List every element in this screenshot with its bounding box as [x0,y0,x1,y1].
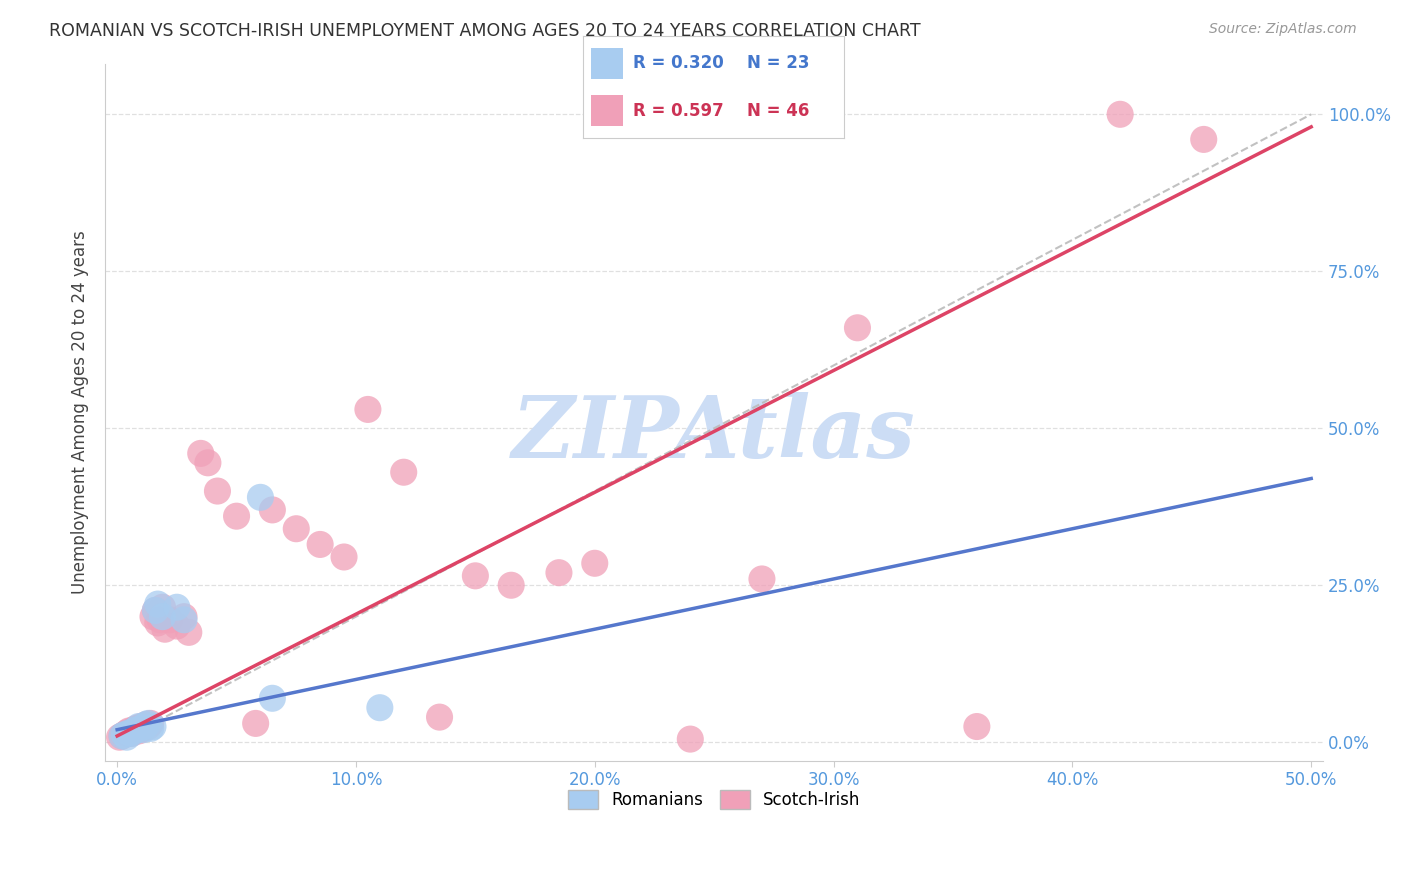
Point [245,716,267,731]
Point [152,600,174,615]
Text: N = 46: N = 46 [748,102,810,120]
Point [122,723,145,738]
Point [149,613,172,627]
Point [197,456,219,470]
Point [143,603,166,617]
Point [108,730,131,744]
Point [262,503,284,517]
Point [146,597,169,611]
Point [128,720,150,734]
Text: Source: ZipAtlas.com: Source: ZipAtlas.com [1209,22,1357,37]
Point [129,722,152,736]
Point [166,600,188,615]
Point [173,609,195,624]
Text: R = 0.320: R = 0.320 [633,54,724,72]
Point [368,700,391,714]
Point [125,722,148,736]
Text: N = 23: N = 23 [748,54,810,72]
Point [173,613,195,627]
Text: R = 0.597: R = 0.597 [633,102,724,120]
Point [583,556,606,570]
Point [679,732,702,747]
Point [548,566,571,580]
Point [118,726,141,740]
Point [177,625,200,640]
Point [392,465,415,479]
Point [262,691,284,706]
Point [112,728,135,742]
Point [225,509,247,524]
Point [136,720,159,734]
Point [309,537,332,551]
Point [139,716,162,731]
Point [775,107,797,121]
Point [966,720,988,734]
Point [128,723,150,738]
Point [135,717,157,731]
Point [115,726,138,740]
Point [121,726,143,740]
Point [125,723,148,737]
Point [132,723,155,737]
Point [429,710,451,724]
Point [129,720,152,734]
Point [132,722,155,736]
Point [464,569,486,583]
FancyBboxPatch shape [592,95,623,126]
Point [135,717,157,731]
Point [121,726,143,740]
Text: ROMANIAN VS SCOTCH-IRISH UNEMPLOYMENT AMONG AGES 20 TO 24 YEARS CORRELATION CHAR: ROMANIAN VS SCOTCH-IRISH UNEMPLOYMENT AM… [49,22,921,40]
Point [357,402,380,417]
Point [751,572,773,586]
Point [112,728,135,742]
Legend: Romanians, Scotch-Irish: Romanians, Scotch-Irish [561,783,868,815]
Point [207,484,229,499]
Point [166,619,188,633]
Point [136,716,159,731]
Point [190,446,212,460]
Point [111,729,134,743]
Point [139,722,162,736]
Point [153,622,176,636]
Point [122,723,145,737]
Point [118,723,141,738]
Point [846,320,869,334]
Point [501,578,523,592]
Point [111,729,134,743]
Point [1109,107,1132,121]
Point [159,613,181,627]
Point [1192,132,1215,146]
Point [142,720,165,734]
Point [152,609,174,624]
Point [249,491,271,505]
Point [143,603,166,617]
Point [333,549,356,564]
Point [146,615,169,630]
Text: ZIPAtlas: ZIPAtlas [512,392,917,475]
Point [142,609,165,624]
Point [115,730,138,744]
FancyBboxPatch shape [592,48,623,78]
Y-axis label: Unemployment Among Ages 20 to 24 years: Unemployment Among Ages 20 to 24 years [72,231,89,594]
Point [285,522,308,536]
